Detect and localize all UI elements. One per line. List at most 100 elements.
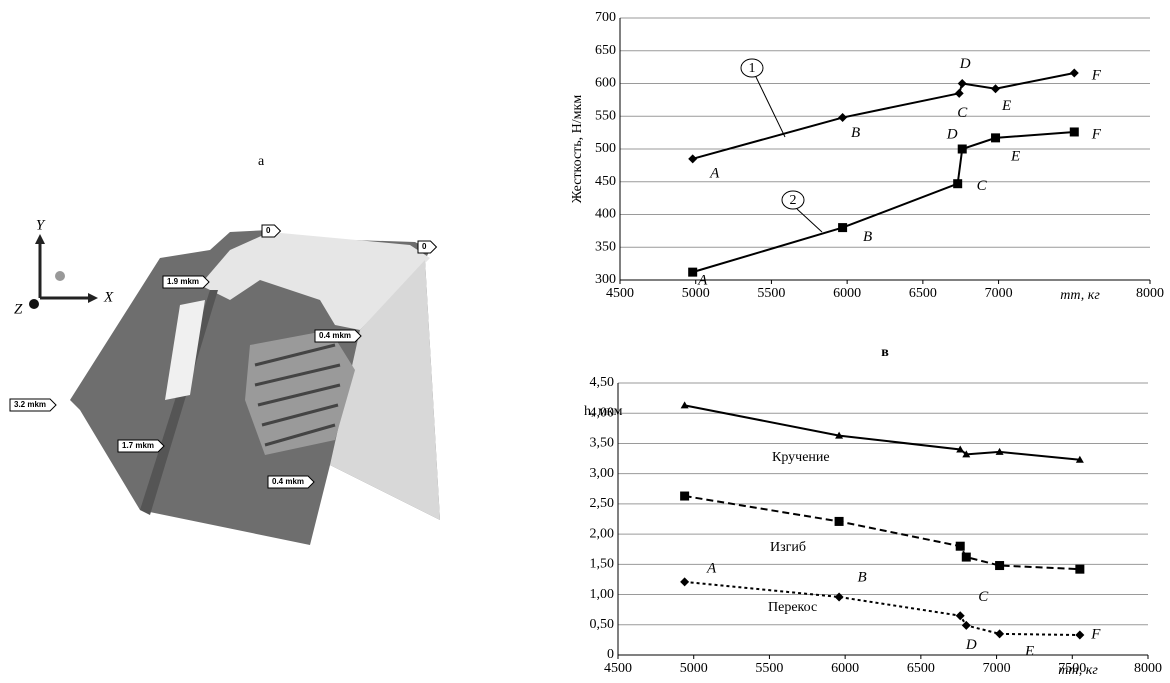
marker — [955, 89, 964, 98]
x-tick-label: 5500 — [757, 286, 785, 301]
callout-label: 0 — [422, 242, 427, 251]
marker — [835, 517, 844, 526]
callout-label: 0 — [266, 226, 271, 235]
y-tick-label: 0,50 — [590, 617, 615, 632]
marker — [838, 113, 847, 122]
axis-label: X — [103, 289, 114, 305]
callout-label: 1.9 mkm — [167, 277, 199, 286]
y-tick-label: 300 — [595, 272, 616, 287]
y-tick-label: 2,50 — [590, 496, 615, 511]
marker — [835, 592, 844, 601]
point-label: E — [1010, 148, 1020, 164]
point-label: A — [706, 560, 717, 576]
series-label: Изгиб — [770, 540, 806, 555]
x-axis-label: mт, кг — [1060, 288, 1100, 303]
x-tick-label: 6000 — [833, 286, 861, 301]
x-tick-label: 5500 — [755, 661, 783, 676]
callout-box — [418, 241, 436, 253]
marker — [991, 133, 1000, 142]
point-label: D — [959, 56, 971, 72]
point-label: B — [851, 125, 860, 141]
marker — [962, 553, 971, 562]
line — [685, 496, 1080, 569]
marker — [958, 79, 967, 88]
marker — [958, 145, 967, 154]
point-label: C — [977, 178, 988, 194]
callout-label: 3.2 mkm — [14, 400, 46, 409]
marker — [1075, 631, 1084, 640]
callout-label: 1.7 mkm — [122, 441, 154, 450]
point-label: B — [863, 229, 872, 245]
marker — [953, 179, 962, 188]
y-tick-label: 550 — [595, 108, 616, 123]
x-tick-label: 6500 — [909, 286, 937, 301]
point-label: A — [709, 165, 720, 181]
chart-title: в — [881, 345, 889, 360]
marker — [681, 401, 689, 408]
marker — [1075, 565, 1084, 574]
point-label: F — [1090, 626, 1101, 642]
x-axis-label: mт, кг — [1058, 663, 1098, 678]
y-tick-label: 4,50 — [590, 375, 615, 390]
axis-label: Z — [14, 301, 23, 317]
y-axis-label: Жесткость, Н/мкм — [570, 95, 585, 204]
point-label: E — [1024, 643, 1034, 659]
series — [681, 401, 1084, 462]
x-tick-label: 8000 — [1134, 661, 1162, 676]
marker — [995, 561, 1004, 570]
callout-label: 1 — [749, 61, 756, 76]
panel-label: а — [258, 154, 265, 169]
point-label: C — [978, 589, 989, 605]
x-tick-label: 6500 — [907, 661, 935, 676]
marker — [1070, 69, 1079, 78]
marker — [688, 268, 697, 277]
point-label: A — [697, 273, 708, 289]
figure: а Y X Z 001.9 mkm0.4 mkm3.2 mkm1.7 mkm0.… — [0, 0, 1170, 683]
axis-label: Y — [36, 217, 46, 233]
marker — [1070, 127, 1079, 136]
y-tick-label: 1,50 — [590, 557, 615, 572]
part-render — [29, 230, 440, 545]
point-label: C — [957, 105, 968, 121]
series-label: Кручение — [772, 450, 830, 465]
y-tick-label: 0 — [607, 647, 614, 662]
y-tick-label: 2,00 — [590, 526, 615, 541]
y-axis-label: h, мкм — [584, 404, 623, 419]
point-label: B — [857, 569, 866, 585]
marker — [991, 84, 1000, 93]
x-tick-label: 7000 — [985, 286, 1013, 301]
y-tick-label: 3,50 — [590, 436, 615, 451]
callout-arrow — [797, 209, 822, 232]
y-tick-label: 350 — [595, 239, 616, 254]
point-label: E — [1001, 98, 1011, 114]
line — [685, 582, 1080, 635]
y-tick-label: 600 — [595, 76, 616, 91]
marker — [838, 223, 847, 232]
y-tick-label: 3,00 — [590, 466, 615, 481]
x-tick-label: 4500 — [606, 286, 634, 301]
y-tick-label: 650 — [595, 43, 616, 58]
series — [688, 127, 1079, 276]
page: а Y X Z 001.9 mkm0.4 mkm3.2 mkm1.7 mkm0.… — [0, 0, 1170, 683]
y-tick-label: 500 — [595, 141, 616, 156]
callout-arrow — [756, 77, 785, 137]
point-label: F — [1091, 67, 1102, 83]
y-tick-label: 700 — [595, 10, 616, 25]
point-label: D — [965, 637, 977, 653]
callout-label: 0.4 mkm — [272, 477, 304, 486]
point-label: D — [946, 126, 958, 142]
callout-label: 2 — [790, 193, 797, 208]
x-tick-label: 7000 — [983, 661, 1011, 676]
marker — [956, 542, 965, 551]
marker — [688, 154, 697, 163]
series — [680, 577, 1084, 639]
series-label: Перекос — [768, 600, 817, 615]
point-label: F — [1091, 126, 1102, 142]
y-tick-label: 400 — [595, 207, 616, 222]
y-tick-label: 450 — [595, 174, 616, 189]
marker — [680, 492, 689, 501]
x-tick-label: 4500 — [604, 661, 632, 676]
x-tick-label: 6000 — [831, 661, 859, 676]
marker — [680, 577, 689, 586]
marker — [995, 629, 1004, 638]
